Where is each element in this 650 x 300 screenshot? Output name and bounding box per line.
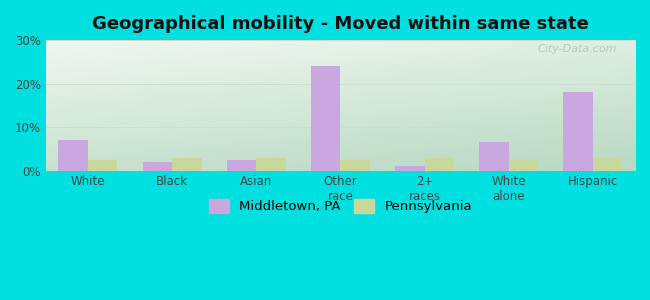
Bar: [424, 158, 454, 171]
Bar: [395, 166, 424, 171]
Bar: [142, 162, 172, 171]
Bar: [341, 160, 370, 171]
Bar: [564, 92, 593, 171]
Bar: [593, 158, 623, 171]
Bar: [256, 158, 286, 171]
Bar: [58, 140, 88, 171]
Bar: [509, 160, 538, 171]
Bar: [311, 66, 341, 171]
Legend: Middletown, PA, Pennsylvania: Middletown, PA, Pennsylvania: [203, 194, 477, 219]
Title: Geographical mobility - Moved within same state: Geographical mobility - Moved within sam…: [92, 15, 589, 33]
Bar: [479, 142, 509, 171]
Bar: [227, 160, 256, 171]
Bar: [172, 158, 202, 171]
Text: City-Data.com: City-Data.com: [538, 44, 618, 54]
Bar: [88, 160, 118, 171]
